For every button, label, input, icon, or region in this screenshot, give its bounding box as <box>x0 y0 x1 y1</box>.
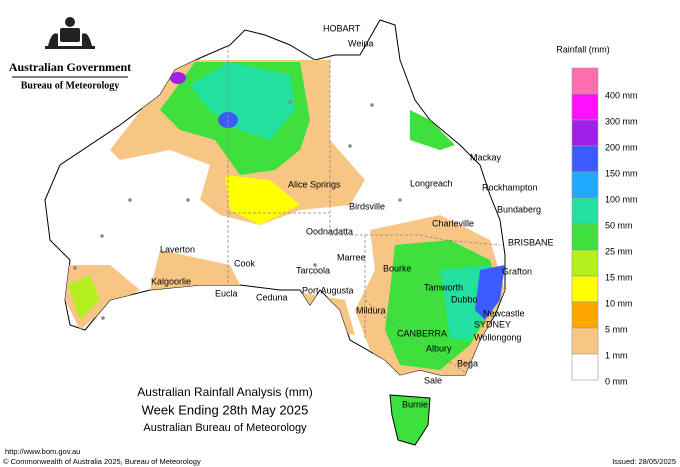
legend-swatch <box>571 223 599 251</box>
place-label: CANBERRA <box>397 328 447 338</box>
place-label: Kalgoorlie <box>151 276 191 286</box>
place-label: BRISBANE <box>508 237 554 247</box>
place-label: Rockhampton <box>482 182 538 192</box>
place-label: Tamworth <box>424 282 463 292</box>
footer-url[interactable]: http://www.bom.gov.au <box>5 447 80 456</box>
map-source: Australian Bureau of Meteorology <box>143 422 307 434</box>
legend-label: 100 mm <box>605 194 638 204</box>
legend-label: 10 mm <box>605 298 633 308</box>
government-name: Australian Government <box>9 60 131 74</box>
coat-of-arms <box>45 17 95 49</box>
legend-label: 0 mm <box>605 376 628 386</box>
place-labels: HOBART Weipa Mackay Longreach Rockhampto… <box>151 23 554 409</box>
place-label: Wollongong <box>474 332 521 342</box>
place-label: Birdsville <box>349 201 385 211</box>
place-label: Port Augusta <box>302 285 354 295</box>
place-label: Ceduna <box>256 292 288 302</box>
legend-label: 25 mm <box>605 246 633 256</box>
legend-swatch <box>571 249 599 277</box>
state-border <box>364 299 466 373</box>
place-label: Dubbo <box>451 294 478 304</box>
place-label: Grafton <box>502 266 532 276</box>
town-dots <box>73 100 402 320</box>
state-border <box>329 55 501 246</box>
place-label: Tarcoola <box>296 265 330 275</box>
place-label: Newcastle <box>483 308 525 318</box>
place-label: Mackay <box>470 152 502 162</box>
place-label: Burnie <box>402 399 428 409</box>
legend-label: 1 mm <box>605 350 628 360</box>
tasmania <box>389 394 431 446</box>
legend-swatch <box>571 119 599 147</box>
place-label: Bega <box>457 358 478 368</box>
legend-label: 15 mm <box>605 272 633 282</box>
legend-swatch <box>571 275 599 303</box>
legend-label: 300 mm <box>605 116 638 126</box>
place-label: Mildura <box>356 305 386 315</box>
legend-swatch <box>571 301 599 329</box>
legend-label: 150 mm <box>605 168 638 178</box>
australia-map <box>44 19 506 446</box>
place-label: Bundaberg <box>497 204 541 214</box>
rainfall-shading <box>60 60 505 375</box>
place-label: Longreach <box>410 178 453 188</box>
place-label: Oodnadatta <box>306 226 353 236</box>
legend-swatch <box>571 145 599 173</box>
place-label: SYDNEY <box>474 319 511 329</box>
legend-swatch <box>571 353 599 381</box>
place-label: Sale <box>424 375 442 385</box>
legend-label: 5 mm <box>605 324 628 334</box>
map-subtitle: Week Ending 28th May 2025 <box>142 402 309 417</box>
footer-issued: Issued: 28/05/2025 <box>612 457 676 466</box>
legend-swatch <box>571 327 599 355</box>
place-label: Weipa <box>348 38 373 48</box>
legend-swatch <box>571 67 599 95</box>
legend-swatch <box>571 171 599 199</box>
legend-label: 400 mm <box>605 90 638 100</box>
legend-swatch <box>571 93 599 121</box>
legend: Rainfall (mm) 400 mm 300 mm 200 mm 150 mm 10… <box>556 44 637 386</box>
place-label: Laverton <box>160 244 195 254</box>
legend-swatch <box>571 197 599 225</box>
place-label: Cook <box>234 258 256 268</box>
place-label: Eucla <box>215 288 238 298</box>
place-label: HOBART <box>323 23 361 33</box>
header: Australian Government Bureau of Meteorol… <box>9 17 131 91</box>
place-label: Bourke <box>383 263 412 273</box>
place-label: Albury <box>426 343 452 353</box>
legend-label: 50 mm <box>605 220 633 230</box>
place-label: Alice Springs <box>288 179 341 189</box>
place-label: Marree <box>337 252 366 262</box>
agency-name: Bureau of Meteorology <box>21 80 120 91</box>
place-label: Charleville <box>432 218 474 228</box>
legend-title: Rainfall (mm) <box>556 44 610 54</box>
map-title: Australian Rainfall Analysis (mm) <box>137 385 312 399</box>
footer-copyright: © Commonwealth of Australia 2025, Bureau… <box>3 457 201 466</box>
legend-label: 200 mm <box>605 142 638 152</box>
